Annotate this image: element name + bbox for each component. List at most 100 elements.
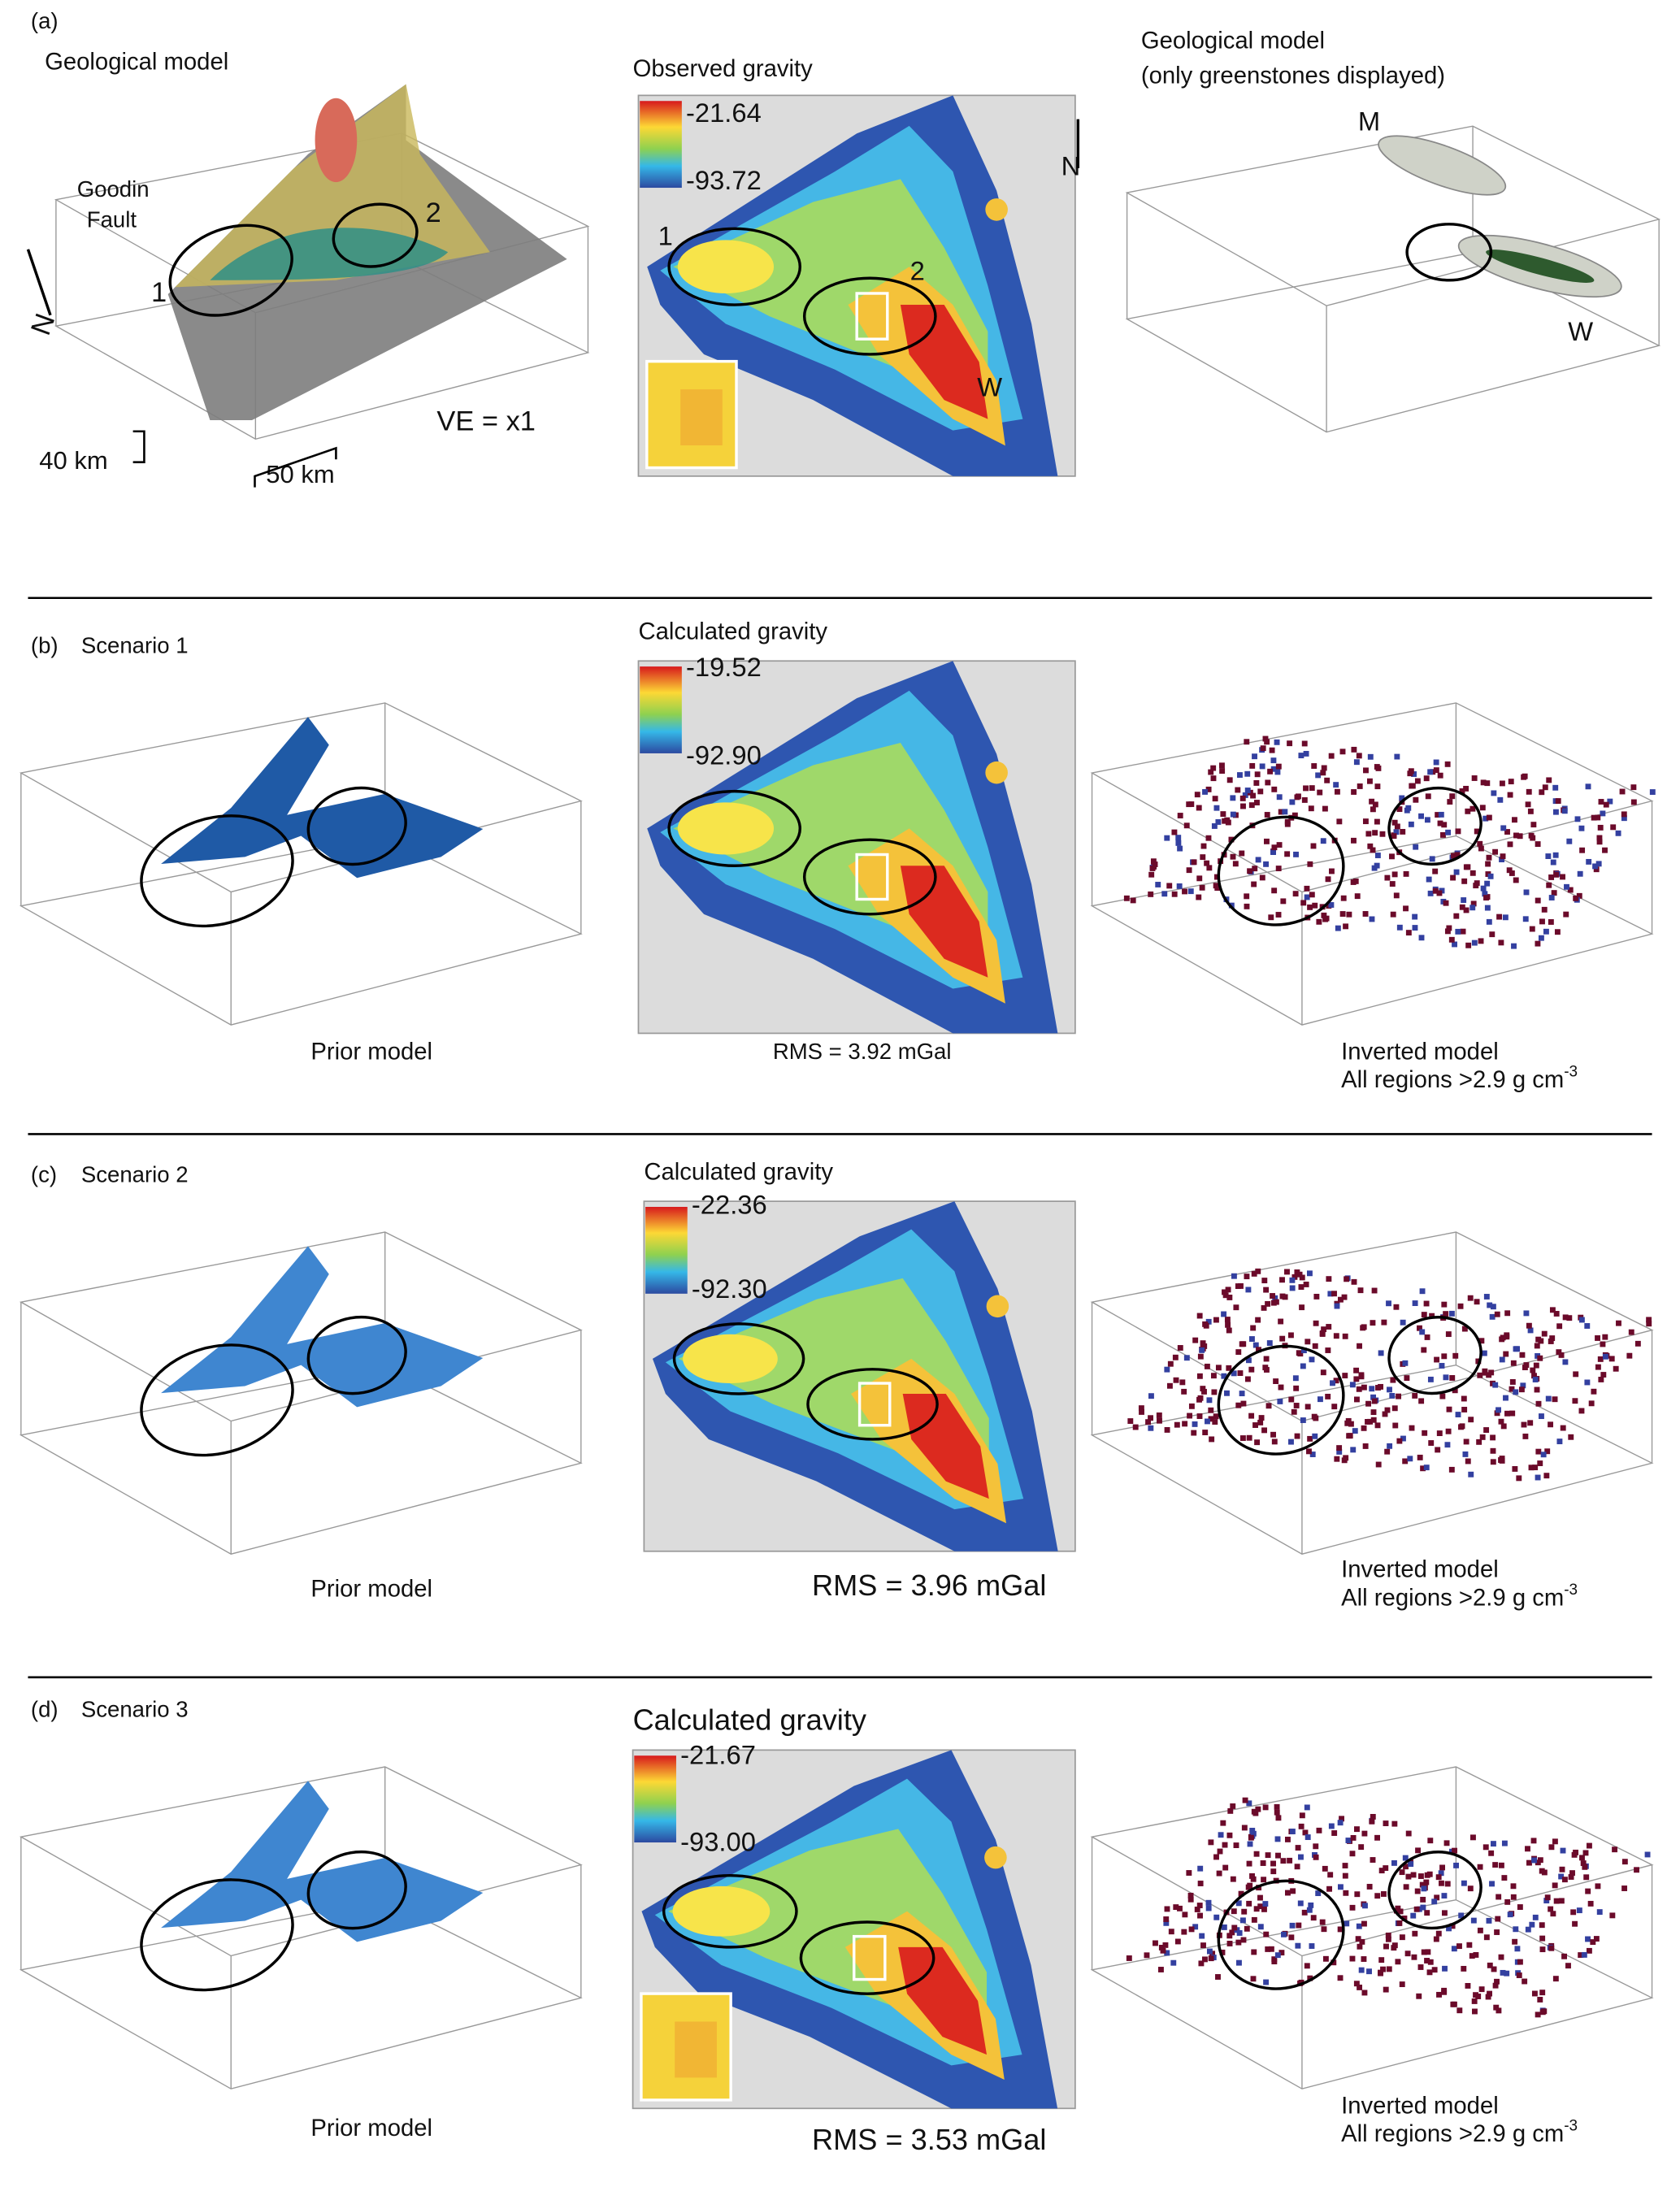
inverted-voxel [1240, 1400, 1247, 1407]
inverted-voxel [1572, 1920, 1578, 1927]
inverted-voxel [1566, 1315, 1573, 1321]
inverted-voxel [1221, 1373, 1227, 1379]
inverted-voxel [1144, 1952, 1150, 1959]
inverted-voxel [1220, 1820, 1226, 1826]
inverted-voxel [1303, 1282, 1309, 1287]
inverted-voxel [1196, 1313, 1203, 1319]
inverted-voxel [1262, 1804, 1269, 1811]
inverted-voxel [1478, 845, 1484, 852]
inverted-voxel [1250, 1325, 1257, 1331]
inverted-voxel [1586, 1842, 1592, 1849]
inverted-voxel [1288, 1438, 1294, 1445]
outline-region [667, 789, 802, 867]
inverted-voxel [1395, 1959, 1401, 1965]
inverted-voxel [1361, 1830, 1368, 1837]
inverted-voxel [1208, 769, 1214, 775]
inverted-voxel [1391, 1859, 1397, 1866]
inverted-voxel [1344, 1920, 1350, 1927]
inverted-voxel [1224, 1390, 1230, 1396]
inverted-voxel [1530, 1838, 1537, 1844]
inverted-voxel [1375, 765, 1382, 771]
inverted-voxel [1384, 874, 1391, 881]
inverted-voxel [1600, 1372, 1607, 1378]
inverted-voxel [1413, 1906, 1420, 1912]
inverted-voxel [1391, 819, 1398, 826]
inverted-voxel [1535, 1448, 1542, 1455]
inverted-voxel [1420, 1465, 1426, 1472]
inverted-voxel [1478, 1338, 1485, 1344]
inverted-voxel [1537, 1460, 1543, 1466]
inverted-voxel [1304, 1339, 1311, 1345]
inverted-voxel [1419, 1329, 1426, 1335]
inverted-voxel [1372, 830, 1378, 836]
inverted-voxel [1315, 1890, 1322, 1897]
inverted-voxel [1500, 853, 1506, 860]
colorbar [640, 101, 682, 189]
inverted-voxel [1289, 799, 1296, 805]
inverted-voxel [1404, 1951, 1411, 1957]
inverted-voxel [1469, 905, 1476, 911]
inverted-voxel [1240, 1937, 1247, 1943]
inverted-voxel [1197, 1865, 1204, 1872]
inverted-voxel [1387, 1386, 1392, 1393]
inverted-voxel [1634, 1340, 1641, 1347]
inverted-voxel [1336, 1445, 1343, 1451]
inverted-voxel [1351, 1278, 1357, 1285]
inverted-voxel [1534, 1343, 1540, 1349]
inverted-voxel [1444, 1881, 1451, 1887]
inverted-voxel [1435, 1930, 1442, 1937]
inverted-voxel [1559, 1866, 1565, 1872]
inverted-voxel [1233, 1842, 1239, 1848]
inverted-voxel [1155, 882, 1161, 887]
inverted-voxel [1236, 1930, 1243, 1936]
inverted-voxel [1461, 1326, 1468, 1332]
inverted-voxel [1391, 1405, 1398, 1412]
inverted-voxel [1320, 838, 1326, 844]
inverted-voxel [1145, 1419, 1152, 1425]
caption: All regions >2.9 g cm-3 [1341, 1064, 1578, 1093]
inverted-voxel [1352, 1428, 1358, 1434]
inverted-voxel [1354, 1891, 1361, 1898]
inverted-voxel [1270, 1868, 1277, 1875]
box-top [1090, 702, 1654, 893]
inverted-voxel [1308, 805, 1314, 812]
inverted-voxel [1436, 890, 1443, 896]
label: 1 [658, 221, 673, 251]
greenstone [1378, 135, 1507, 196]
inverted-voxel [1457, 1303, 1464, 1309]
inverted-voxel [1174, 1938, 1181, 1945]
label: (c) [31, 1161, 57, 1187]
inverted-voxel [1226, 1933, 1233, 1939]
inverted-voxel [1478, 1986, 1485, 1993]
inverted-voxel [1215, 819, 1222, 825]
inverted-voxel [1522, 1365, 1528, 1370]
inverted-voxel [1235, 1402, 1242, 1408]
inverted-voxel [1519, 1352, 1526, 1358]
inverted-voxel [1503, 1395, 1509, 1401]
inverted-voxel [1578, 1952, 1584, 1959]
inverted-voxel [1532, 1914, 1539, 1920]
inverted-voxel [1351, 789, 1357, 795]
inverted-voxel [1370, 1320, 1376, 1326]
inverted-voxel [1341, 1294, 1348, 1300]
inverted-voxel [1251, 1949, 1257, 1955]
inverted-voxel [1357, 1984, 1363, 1990]
inverted-voxel [1357, 783, 1363, 789]
inverted-voxel [1558, 1873, 1565, 1880]
inverted-voxel [1229, 1929, 1235, 1936]
inverted-voxel [1483, 1294, 1490, 1300]
inverted-voxel [1455, 928, 1461, 935]
caption-text: All regions >2.9 g cm [1341, 1584, 1564, 1611]
inverted-voxel [1285, 1890, 1291, 1896]
inverted-voxel [1484, 905, 1491, 911]
inverted-voxel [1156, 1412, 1162, 1418]
north-arrow [26, 249, 52, 316]
inverted-voxel [1350, 1447, 1357, 1453]
label: Calculated gravity [633, 1703, 866, 1736]
inverted-voxel [1275, 1815, 1282, 1821]
inverted-voxel [1393, 892, 1400, 899]
label: -22.36 [692, 1190, 767, 1220]
inverted-voxel [1353, 1376, 1360, 1382]
inverted-voxel [1239, 850, 1245, 857]
inverted-voxel [1301, 796, 1308, 803]
